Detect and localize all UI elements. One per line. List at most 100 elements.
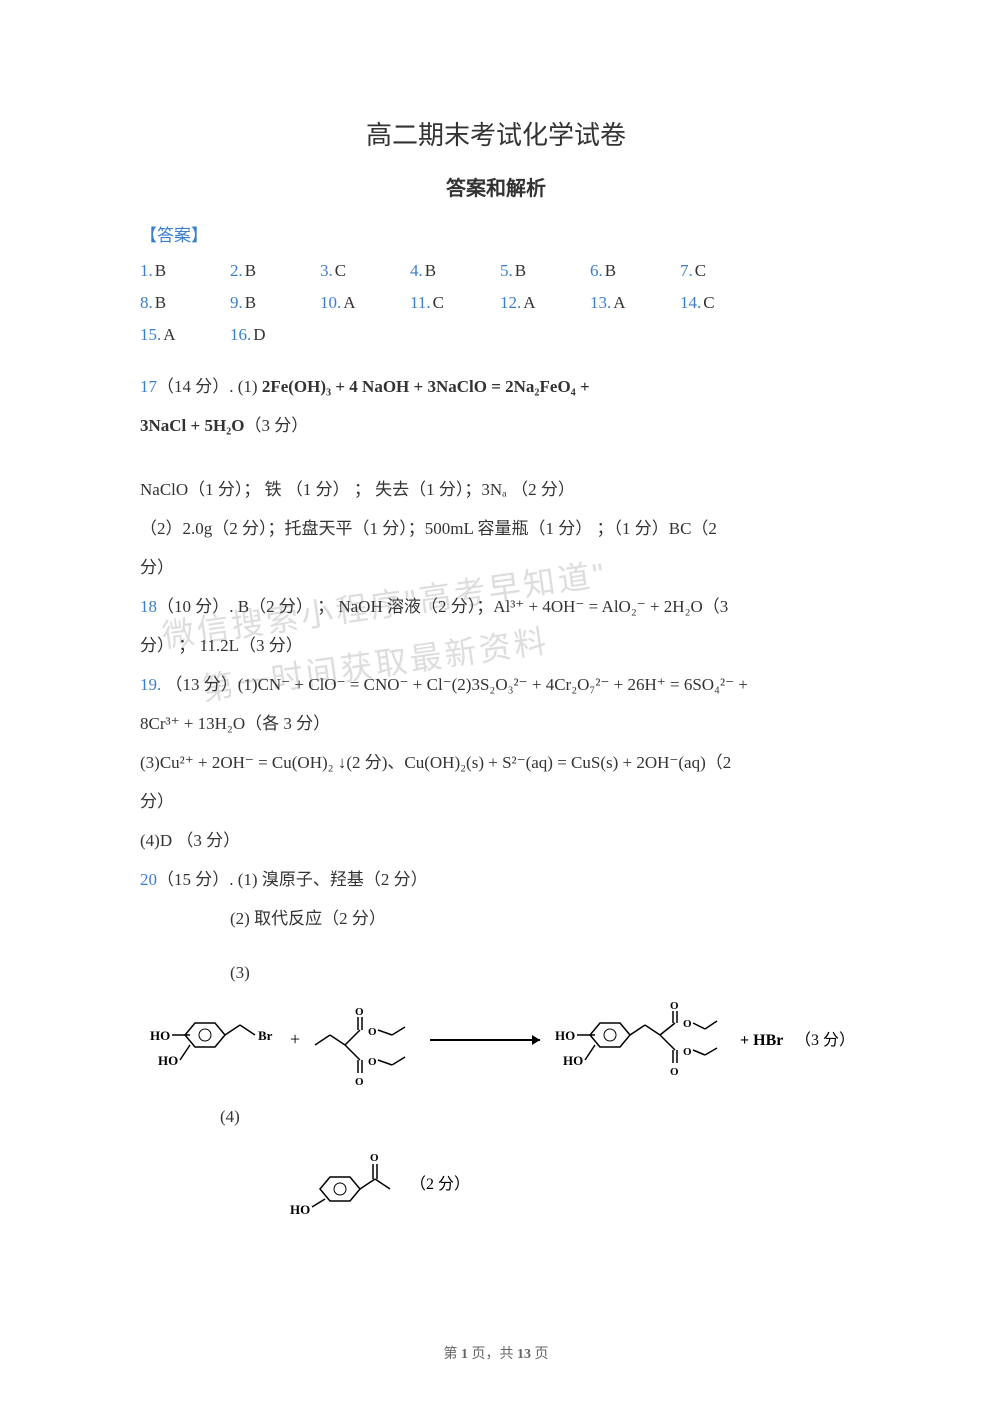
mc-item: 4.B	[410, 261, 500, 281]
footer-total: 13	[517, 1347, 531, 1362]
mc-val: C	[703, 293, 714, 312]
q18-points: （10 分）	[157, 597, 229, 616]
mc-num: 8.	[140, 293, 153, 312]
q19-line1: 19. （13 分）(1)CN⁻ + ClO⁻ = CNO⁻ + Cl⁻(2)3…	[140, 668, 852, 702]
mc-val: D	[253, 325, 265, 344]
mc-val: B	[605, 261, 616, 280]
q20-num: 20	[140, 870, 157, 889]
mc-item: 3.C	[320, 261, 410, 281]
mc-item: 5.B	[500, 261, 590, 281]
mc-val: B	[245, 293, 256, 312]
mc-item: 1.B	[140, 261, 230, 281]
reaction-svg: HO HO Br + O O	[140, 1000, 852, 1090]
page-footer: 第 1 页，共 13 页	[0, 1343, 992, 1363]
svg-text:O: O	[355, 1076, 364, 1088]
mc-num: 1.	[140, 261, 153, 280]
mc-num: 15.	[140, 325, 161, 344]
q20-points: （15 分）	[157, 870, 229, 889]
hbr-text: + HBr	[740, 1032, 783, 1049]
svg-text:HO: HO	[555, 1028, 575, 1043]
svg-text:O: O	[670, 1000, 679, 1012]
footer-page: 1	[461, 1347, 468, 1362]
q19-points: （13 分）	[166, 675, 238, 694]
mc-val: A	[343, 293, 355, 312]
q17-equation: 2Fe(OH)₃ + 4 NaOH + 3NaClO = 2Na₂FeO₄ +	[262, 377, 590, 396]
part4-score: （2 分）	[410, 1175, 470, 1193]
mc-num: 10.	[320, 293, 341, 312]
mc-val: B	[245, 261, 256, 280]
svg-text:HO: HO	[150, 1028, 170, 1043]
mc-val: B	[155, 293, 166, 312]
mc-val: B	[425, 261, 436, 280]
mc-item: 7.C	[680, 261, 770, 281]
mc-num: 7.	[680, 261, 693, 280]
chem-molecule-4: HO O （2 分）	[140, 1144, 852, 1224]
mc-num: 12.	[500, 293, 521, 312]
mc-num: 13.	[590, 293, 611, 312]
mc-val: A	[163, 325, 175, 344]
svg-text:HO: HO	[158, 1053, 178, 1068]
q20-line4: (4)	[140, 1100, 852, 1134]
svg-text:+: +	[290, 1029, 300, 1049]
mc-val: C	[695, 261, 706, 280]
mc-num: 4.	[410, 261, 423, 280]
page-title: 高二期末考试化学试卷	[140, 115, 852, 152]
q17-score: （3 分）	[245, 416, 309, 435]
mc-num: 11.	[410, 293, 431, 312]
mc-item: 6.B	[590, 261, 680, 281]
q18-content: . B（2 分） ； NaOH 溶液（2 分）；Al³⁺ + 4OH⁻ = Al…	[229, 597, 728, 616]
chem-reaction-diagram: HO HO Br + O O	[140, 1000, 852, 1090]
q17-line3: NaClO（1 分）； 铁 （1 分） ； 失去（1 分）；3Nₐ （2 分）	[140, 473, 852, 507]
q19-num: 19.	[140, 675, 161, 694]
q17-line5: 分）	[140, 551, 852, 585]
svg-text:HO: HO	[290, 1202, 310, 1217]
mc-val: B	[155, 261, 166, 280]
q17-line2: 3NaCl + 5H₂O（3 分）	[140, 409, 852, 443]
mc-row: 1.B 2.B 3.C 4.B 5.B 6.B 7.C	[140, 261, 852, 281]
svg-text:O: O	[683, 1046, 692, 1058]
mc-num: 9.	[230, 293, 243, 312]
mc-answers: 1.B 2.B 3.C 4.B 5.B 6.B 7.C 8.B 9.B 10.A…	[140, 261, 852, 345]
q17-part1: . (1)	[229, 377, 257, 396]
mc-item: 16.D	[230, 325, 320, 345]
mc-num: 2.	[230, 261, 243, 280]
mc-num: 6.	[590, 261, 603, 280]
q19-line4: 分）	[140, 785, 852, 819]
mc-item: 8.B	[140, 293, 230, 313]
q20-line2: (2) 取代反应（2 分）	[140, 902, 852, 936]
q17-num: 17	[140, 377, 157, 396]
mc-val: A	[523, 293, 535, 312]
q20-line3: (3)	[140, 956, 852, 990]
q18-line1: 18（10 分）. B（2 分） ； NaOH 溶液（2 分）；Al³⁺ + 4…	[140, 590, 852, 624]
mc-item: 11.C	[410, 293, 500, 313]
mc-row: 15.A 16.D	[140, 325, 852, 345]
footer-mid: 页，共	[472, 1347, 514, 1362]
mc-val: B	[515, 261, 526, 280]
q20-part1: . (1) 溴原子、羟基（2 分）	[229, 870, 427, 889]
molecule4-svg: HO O （2 分）	[280, 1144, 480, 1224]
mc-val: C	[433, 293, 444, 312]
mc-val: A	[613, 293, 625, 312]
q19-line5: (4)D （3 分）	[140, 824, 852, 858]
svg-text:Br: Br	[258, 1028, 273, 1043]
svg-text:O: O	[370, 1152, 379, 1164]
q17-eq2: 3NaCl + 5H₂O	[140, 416, 245, 435]
mc-item: 13.A	[590, 293, 680, 313]
mc-val: C	[335, 261, 346, 280]
q19-line3: (3)Cu²⁺ + 2OH⁻ = Cu(OH)₂ ↓(2 分)、Cu(OH)₂(…	[140, 746, 852, 780]
page-subtitle: 答案和解析	[140, 172, 852, 201]
footer-suffix: 页	[535, 1347, 549, 1362]
mc-item: 10.A	[320, 293, 410, 313]
q19-content: (1)CN⁻ + ClO⁻ = CNO⁻ + Cl⁻(2)3S₂O₃²⁻ + 4…	[238, 675, 748, 694]
q17-line1: 17（14 分）. (1) 2Fe(OH)₃ + 4 NaOH + 3NaClO…	[140, 370, 852, 404]
mc-num: 5.	[500, 261, 513, 280]
mc-num: 3.	[320, 261, 333, 280]
q17-points: （14 分）	[157, 377, 229, 396]
diagram-score: （3 分）	[795, 1031, 852, 1049]
answer-label: 【答案】	[140, 221, 852, 246]
svg-text:O: O	[368, 1056, 377, 1068]
mc-item: 12.A	[500, 293, 590, 313]
q18-line2: 分） ； 11.2L（3 分）	[140, 629, 852, 663]
footer-prefix: 第	[444, 1347, 458, 1362]
mc-item: 2.B	[230, 261, 320, 281]
